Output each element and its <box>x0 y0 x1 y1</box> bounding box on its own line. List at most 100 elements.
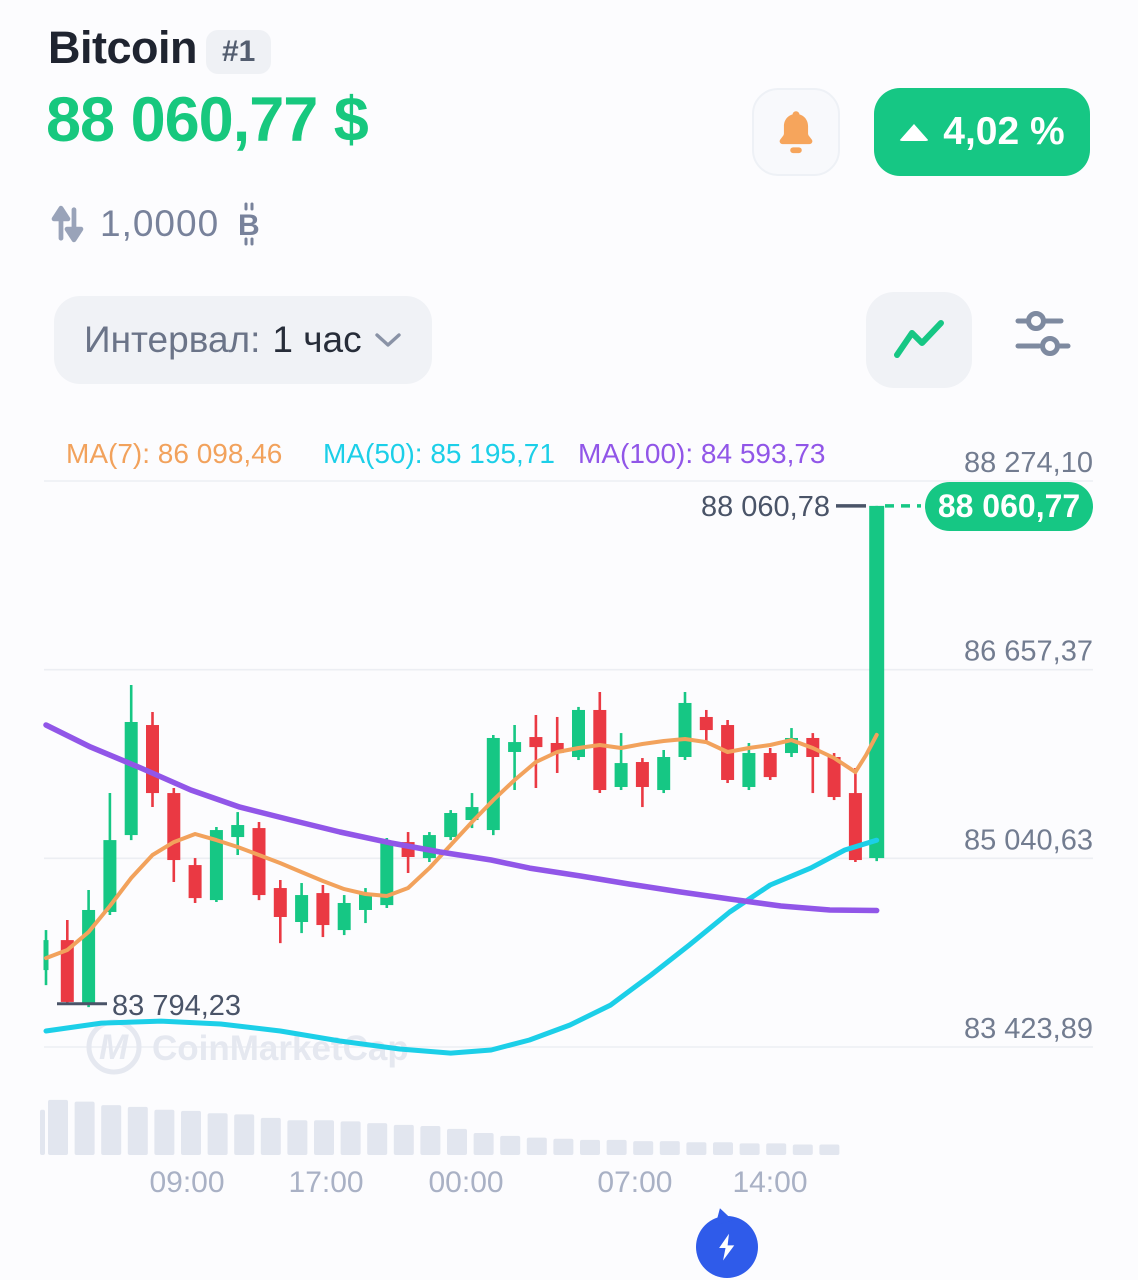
candle-body <box>763 753 777 778</box>
volume-bar <box>340 1121 361 1155</box>
lightning-icon <box>719 1233 735 1261</box>
ma-line-ma100 <box>43 722 880 914</box>
volume-bar <box>713 1142 733 1155</box>
price-change-badge: 4,02 % <box>874 88 1090 176</box>
interval-value: 1 час <box>272 319 362 360</box>
y-axis-label: 85 040,63 <box>964 824 1093 856</box>
candle-body <box>43 940 49 971</box>
volume-bar <box>101 1105 122 1155</box>
interval-selector[interactable]: Интервал: 1 час <box>54 296 432 384</box>
candle-body <box>486 737 500 831</box>
ma-legend-item-ma-50: MA(50): 85 195,71 <box>323 438 555 469</box>
candle-body <box>124 721 138 836</box>
volume-bar <box>447 1128 467 1155</box>
conversion-amount: 1,0000 <box>100 203 220 244</box>
conversion-row[interactable]: 1,0000 B <box>48 202 263 246</box>
price-alert-button[interactable] <box>752 88 840 176</box>
candle-body <box>60 940 74 1002</box>
candle-body <box>444 813 458 838</box>
x-axis-label: 17:00 <box>289 1166 364 1199</box>
watermark: CoinMarketCap <box>152 1029 409 1068</box>
candle-body <box>827 756 841 798</box>
candle-body <box>657 756 671 791</box>
sliders-icon <box>1015 311 1071 356</box>
volume-bar <box>580 1139 600 1155</box>
swap-arrows-icon <box>51 205 84 243</box>
line-chart-icon <box>894 320 944 358</box>
volume-bar <box>526 1137 547 1155</box>
session-low-label: 83 794,23 <box>112 990 241 1022</box>
candle-body <box>103 840 117 912</box>
candle-body <box>699 716 713 731</box>
volume-bar <box>367 1123 388 1155</box>
candle-body <box>529 737 543 748</box>
svg-text:B: B <box>238 209 260 242</box>
volume-bar <box>74 1101 95 1155</box>
candle-body <box>252 828 266 896</box>
candle-body <box>550 742 564 754</box>
volume-bar <box>40 1109 45 1155</box>
volume-bar <box>287 1120 308 1155</box>
volume-bar <box>420 1126 441 1155</box>
volume-bar <box>686 1142 707 1155</box>
page-title: Bitcoin <box>48 22 198 73</box>
ma-line-ma50 <box>43 837 880 1056</box>
candle-body <box>380 842 394 906</box>
current-price-tag: 88 060,77 <box>925 482 1093 531</box>
ma-legend-item-ma-7: MA(7): 86 098,46 <box>66 438 283 469</box>
candle-body <box>316 893 330 926</box>
candle-body <box>188 865 202 899</box>
boost-button[interactable] <box>696 1216 758 1278</box>
x-axis-label: 14:00 <box>732 1166 807 1199</box>
volume-bar <box>48 1099 68 1155</box>
interval-label: Интервал: <box>84 319 261 360</box>
volume-bar <box>792 1144 813 1155</box>
volume-bar <box>181 1110 201 1155</box>
x-axis-label: 09:00 <box>149 1166 224 1199</box>
x-axis-label: 00:00 <box>428 1166 503 1199</box>
volume-bar <box>739 1143 760 1155</box>
candle-body <box>359 893 372 910</box>
volume-bar <box>207 1113 228 1155</box>
arrow-up-icon <box>899 123 930 141</box>
volume-bar <box>127 1106 148 1155</box>
price-change-value: 4,02 % <box>943 110 1065 153</box>
candle-body <box>593 709 607 791</box>
chart-type-button[interactable] <box>866 292 972 388</box>
ma-line-ma7 <box>44 732 879 961</box>
candle-body <box>678 702 692 757</box>
volume-bar <box>819 1144 840 1155</box>
candle-body <box>209 830 223 901</box>
volume-bar <box>234 1114 255 1155</box>
volume-bar <box>659 1141 680 1155</box>
volume-bar <box>260 1117 281 1155</box>
volume-bar <box>473 1132 494 1155</box>
volume-bar <box>766 1143 787 1155</box>
candle-body <box>231 825 245 838</box>
volume-bar <box>553 1138 574 1155</box>
chevron-down-icon <box>374 333 401 347</box>
chart-settings-button[interactable] <box>1014 304 1072 360</box>
candle-body <box>742 753 756 787</box>
volume-bar <box>393 1124 414 1155</box>
candle-body <box>614 763 628 787</box>
candle-body <box>635 762 649 787</box>
candle-body <box>295 895 309 923</box>
bell-icon <box>779 111 813 154</box>
y-axis-label: 88 274,10 <box>964 447 1093 479</box>
candle-body <box>337 902 351 931</box>
session-high-label: 88 060,78 <box>701 491 830 523</box>
bitcoin-symbol: B <box>238 202 260 246</box>
volume-bar <box>500 1135 521 1155</box>
volume-bar <box>606 1139 627 1155</box>
coinmarketcap-logo-icon: M <box>99 1028 129 1067</box>
candle-body <box>572 709 585 757</box>
ma-legend-item-ma-100: MA(100): 84 593,73 <box>578 438 826 469</box>
candle-body <box>869 505 885 859</box>
candle-body <box>167 793 181 861</box>
rank-badge: #1 <box>206 30 272 74</box>
candle-body <box>273 888 287 917</box>
x-axis-label: 07:00 <box>597 1166 672 1199</box>
